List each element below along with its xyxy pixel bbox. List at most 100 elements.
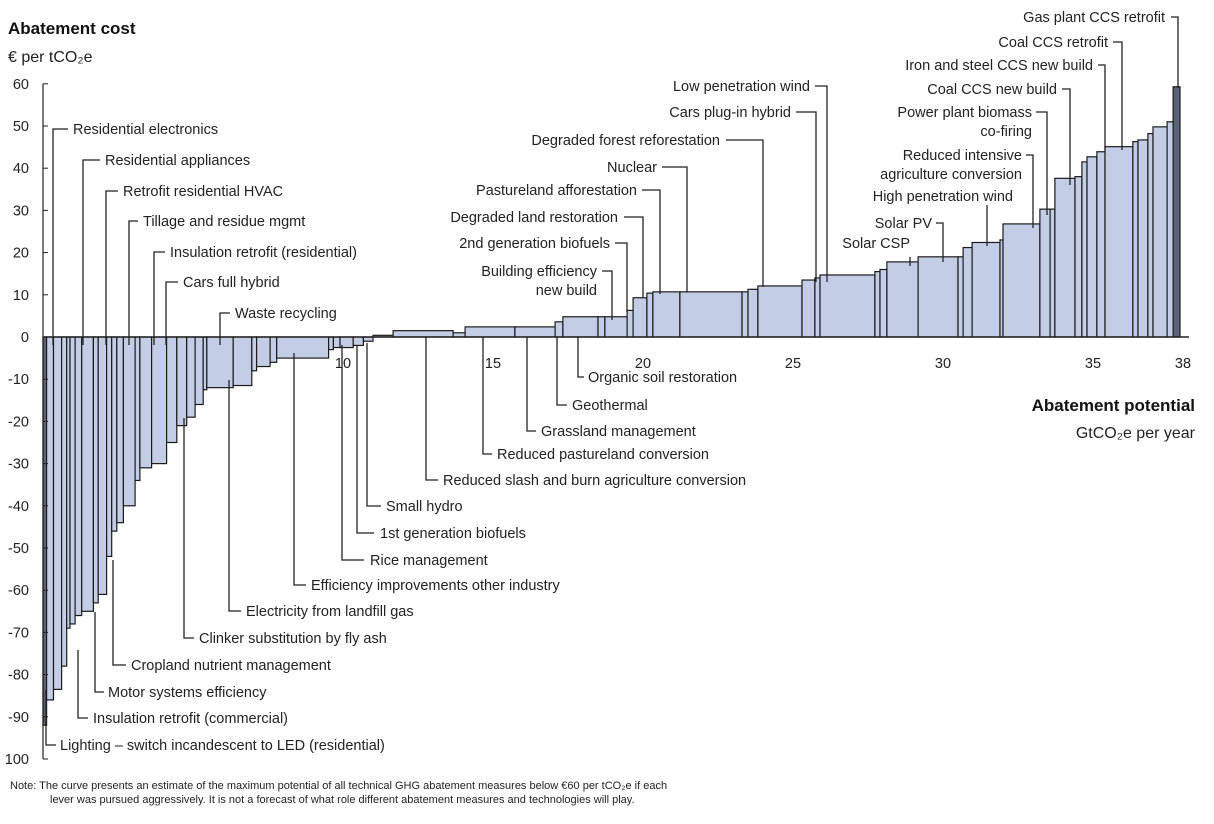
- y-axis-title: Abatement cost: [8, 19, 136, 38]
- annotation-leader-line: [52, 128, 68, 345]
- annotation-label: Insulation retrofit (residential): [170, 245, 357, 261]
- annotation-leader-line: [366, 343, 381, 507]
- bar: [874, 270, 881, 338]
- annotation-label: Pastureland afforestation: [476, 183, 637, 199]
- y-tick-label: 30: [13, 203, 29, 219]
- annotation-leader-line: [425, 337, 438, 481]
- bar: [514, 326, 556, 338]
- bar: [176, 336, 188, 427]
- annotation-label: Tillage and residue mgmt: [143, 214, 305, 230]
- annotation-leader-line: [615, 242, 628, 312]
- annotation-labels: Residential electronics Residential appli…: [60, 10, 1165, 754]
- annotation-label: co-firing: [980, 124, 1032, 140]
- bar: [1132, 141, 1139, 338]
- bar: [166, 336, 178, 444]
- annotation-label: Cropland nutrient management: [131, 658, 331, 674]
- bar: [45, 336, 55, 701]
- y-tick-label: 50: [13, 119, 29, 135]
- annotation-leader-line: [1171, 16, 1179, 88]
- y-tick-label: -80: [8, 668, 29, 684]
- bar: [186, 336, 196, 418]
- bar: [1086, 156, 1098, 338]
- annotation-leader-line: [1113, 41, 1123, 150]
- annotation-label: Cars full hybrid: [183, 275, 280, 291]
- annotation-leader-line: [1036, 111, 1048, 215]
- bar: [69, 336, 76, 625]
- y-tick-label: -90: [8, 710, 29, 726]
- bar: [134, 336, 141, 482]
- y-tick-label: 0: [21, 330, 29, 346]
- annotation-label: Solar PV: [875, 216, 933, 232]
- annotation-label: Residential appliances: [105, 153, 250, 169]
- annotation-leader-line: [105, 190, 118, 345]
- annotation-label: 1st generation biofuels: [380, 526, 526, 542]
- bar: [92, 336, 99, 604]
- annotation-label: Electricity from landfill gas: [246, 604, 414, 620]
- bar: [1166, 121, 1174, 338]
- annotation-leaders: [45, 16, 1179, 746]
- bar: [917, 256, 959, 338]
- annotation-label: Coal CCS new build: [927, 82, 1057, 98]
- y-tick-label: -20: [8, 414, 29, 430]
- y-tick-label: -30: [8, 457, 29, 473]
- x-axis-title: Abatement potential: [1032, 396, 1195, 415]
- annotation-leader-line: [642, 189, 661, 294]
- bar: [116, 336, 125, 524]
- bar: [879, 268, 888, 338]
- annotation-label: Low penetration wind: [673, 79, 810, 95]
- bar: [74, 336, 83, 617]
- annotation-leader-line: [45, 690, 56, 746]
- bar: [819, 274, 876, 338]
- bar: [206, 336, 234, 389]
- annotation-leader-line: [341, 345, 364, 561]
- bar: [328, 336, 335, 351]
- bar: [971, 241, 1001, 338]
- bar: [276, 336, 330, 359]
- x-tick-label: 10: [335, 356, 351, 372]
- annotation-label: Clinker substitution by fly ash: [199, 631, 387, 647]
- bar: [81, 336, 94, 612]
- annotation-leader-line: [228, 380, 241, 612]
- annotation-leader-line: [82, 159, 100, 345]
- bar: [562, 316, 599, 338]
- y-tick-label: -40: [8, 499, 29, 515]
- annotation-leader-line: [482, 337, 492, 455]
- x-tick-label: 30: [935, 356, 951, 372]
- annotation-label: High penetration wind: [873, 189, 1013, 205]
- annotation-leader-line: [219, 312, 230, 345]
- bar: [256, 336, 271, 368]
- annotation-leader-line: [77, 650, 88, 719]
- annotation-label: Waste recycling: [235, 306, 337, 322]
- annotation-label: Grassland management: [541, 424, 696, 440]
- annotation-label: Reduced slash and burn agriculture conve…: [443, 473, 746, 489]
- bar: [1049, 208, 1056, 338]
- bar: [269, 336, 278, 363]
- bar: [139, 336, 153, 469]
- x-tick-label: 35: [1085, 356, 1101, 372]
- annotation-label: Lighting – switch incandescent to LED (r…: [60, 738, 385, 754]
- annotation-leader-line: [128, 220, 138, 345]
- annotation-label: Insulation retrofit (commercial): [93, 711, 288, 727]
- annotation-leader-line: [662, 166, 688, 292]
- annotation-leader-line: [356, 345, 374, 534]
- annotation-label: Power plant biomass: [897, 105, 1032, 121]
- bar: [111, 336, 118, 532]
- annotation-leader-line: [293, 353, 306, 586]
- annotation-label: Geothermal: [572, 398, 648, 414]
- y-tick-label: 100: [5, 752, 29, 768]
- bar: [957, 256, 964, 338]
- annotation-leader-line: [624, 216, 644, 298]
- annotation-leader-line: [183, 418, 194, 639]
- y-tick-label: 60: [13, 77, 29, 93]
- annotation-label: Building efficiency: [481, 264, 598, 280]
- bar: [1096, 151, 1106, 338]
- annotation-leader-line: [153, 251, 165, 345]
- annotation-label: Retrofit residential HVAC: [123, 184, 283, 200]
- annotation-label: Degraded forest reforestation: [531, 133, 720, 149]
- bar: [232, 336, 253, 387]
- bar: [392, 330, 454, 338]
- bar: [1039, 208, 1051, 338]
- x-axis-unit: GtCO₂e per year: [1076, 425, 1196, 442]
- annotation-leader-line: [1062, 88, 1071, 185]
- footnote-line-1: Note: The curve presents an estimate of …: [10, 780, 668, 792]
